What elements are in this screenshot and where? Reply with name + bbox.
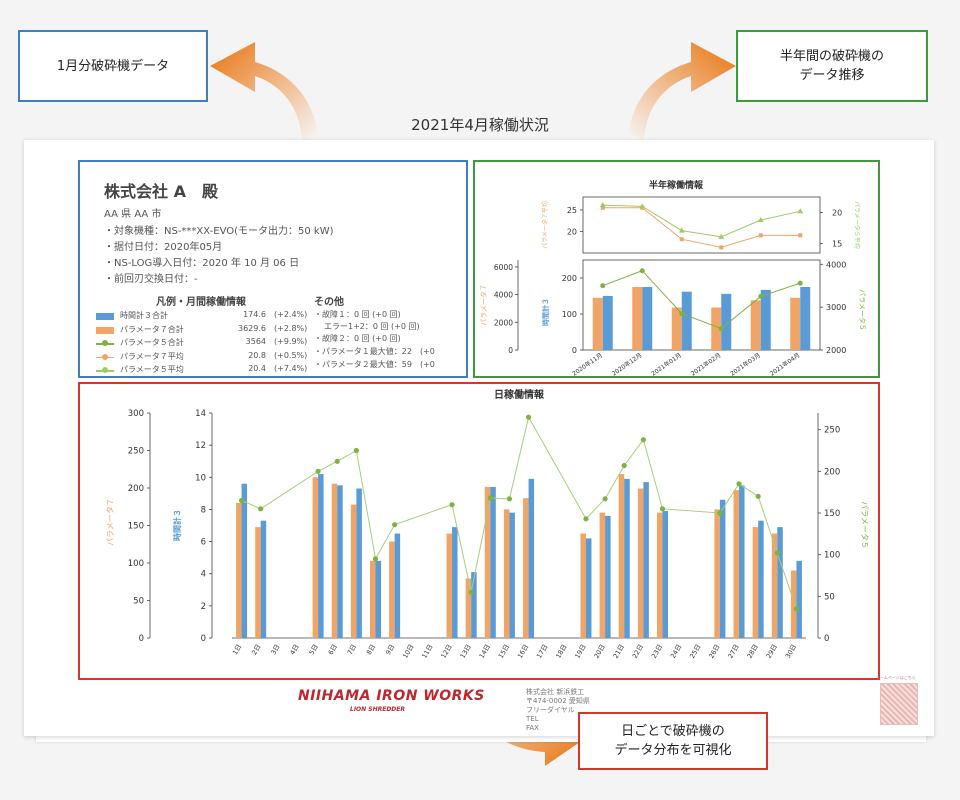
- legend-change: (+9.9%): [274, 337, 308, 346]
- legend-label: パラメータ７平均: [120, 351, 184, 361]
- half-year-section: [473, 160, 880, 378]
- legend-value: 20.8: [248, 350, 266, 360]
- info-install-date: ・据付日付：2020年05月: [104, 242, 223, 253]
- legend-change: (+2.8%): [274, 323, 308, 333]
- legend-row: 時間計３合計 174.6 (+2.4%): [96, 310, 310, 324]
- legend-dot-icon: [102, 340, 108, 346]
- legend-value: 3564: [245, 337, 266, 346]
- address-line: フリーダイヤル: [526, 706, 575, 714]
- legend-row: パラメータ５合計 3564 (+9.9%): [96, 337, 310, 351]
- callout-daily-text: 日ごとで破砕機の データ分布を可視化: [614, 724, 732, 758]
- info-log-date: ・NS-LOG導入日付：2020 年 10 月 06 日: [104, 258, 300, 269]
- company-logo: NIIHAMA IRON WORKS: [298, 688, 485, 704]
- legend-change: (+2.4%): [274, 310, 308, 319]
- legend-value: 174.6: [243, 310, 266, 319]
- info-model: ・対象機種：NS-***XX-EVO(モータ出力：50 kW): [104, 226, 334, 237]
- company-address: 株式会社 新浜鉄工 〒474-0002 愛知県 フリーダイヤル TEL FAX: [526, 688, 590, 733]
- other-line-5: ・パラメータ２最大値：59 (+0: [314, 360, 435, 369]
- legend-row: パラメータ７合計 3629.6 (+2.8%): [96, 324, 310, 338]
- callout-half-year-text: 半年間の破砕機の データ推移: [779, 49, 884, 83]
- legend-label: パラメータ５合計: [120, 338, 184, 347]
- legend-title: 凡例・月間稼働情報: [156, 297, 246, 308]
- legend-value: 3629.6: [238, 323, 266, 333]
- company-logo-sub: LION SHREDDER: [350, 706, 406, 713]
- qr-code-icon[interactable]: [880, 683, 918, 725]
- arrow-to-monthly-icon: [210, 42, 318, 140]
- callout-half-year: 半年間の破砕機の データ推移: [736, 30, 928, 102]
- daily-section: [78, 382, 880, 680]
- arrow-to-half-year-icon: [628, 42, 736, 140]
- legend-swatch-icon: [96, 313, 114, 320]
- legend-change: (+7.4%): [274, 364, 308, 373]
- address-line: TEL: [526, 715, 539, 723]
- other-line-3: ・故障２：0 回 (+0 回): [314, 334, 401, 343]
- info-blade-date: ・前回刃交換日付：-: [104, 274, 198, 285]
- address-line: FAX: [526, 724, 539, 732]
- address-line: 〒474-0002 愛知県: [526, 697, 590, 705]
- company-city: AA 県 AA 市: [104, 209, 162, 220]
- legend-row: パラメータ７平均 20.8 (+0.5%): [96, 351, 310, 365]
- other-line-4: ・パラメータ１最大値：22 (+0: [314, 347, 435, 356]
- callout-monthly-text: 1月分破砕機データ: [56, 58, 170, 74]
- legend-label: 時間計３合計: [120, 311, 168, 320]
- report-title: 2021年4月稼働状況: [411, 116, 549, 134]
- qr-caption: ホームページはこちら: [876, 675, 916, 680]
- legend-swatch-icon: [96, 326, 114, 334]
- other-line-1: ・故障１：0 回 (+0 回): [314, 310, 401, 319]
- address-line: 株式会社 新浜鉄工: [526, 688, 585, 696]
- company-name: 株式会社 A 殿: [104, 182, 218, 201]
- legend-label: パラメータ５平均: [120, 365, 184, 374]
- legend-change: (+0.5%): [274, 350, 308, 360]
- other-line-2: エラー1+2：0 回 (+0 回): [324, 322, 420, 331]
- legend-label: パラメータ７合計: [120, 324, 184, 334]
- legend-dot-icon: [102, 367, 108, 373]
- legend-dot-icon: [102, 353, 108, 360]
- arrow-to-daily-icon: [462, 680, 580, 766]
- callout-daily: 日ごとで破砕機の データ分布を可視化: [578, 712, 768, 770]
- monthly-info-section: [78, 160, 468, 378]
- legend-row: パラメータ５平均 20.4 (+7.4%): [96, 364, 310, 378]
- legend-value: 20.4: [248, 364, 266, 373]
- other-title: その他: [314, 297, 344, 308]
- callout-monthly: 1月分破砕機データ: [18, 30, 208, 102]
